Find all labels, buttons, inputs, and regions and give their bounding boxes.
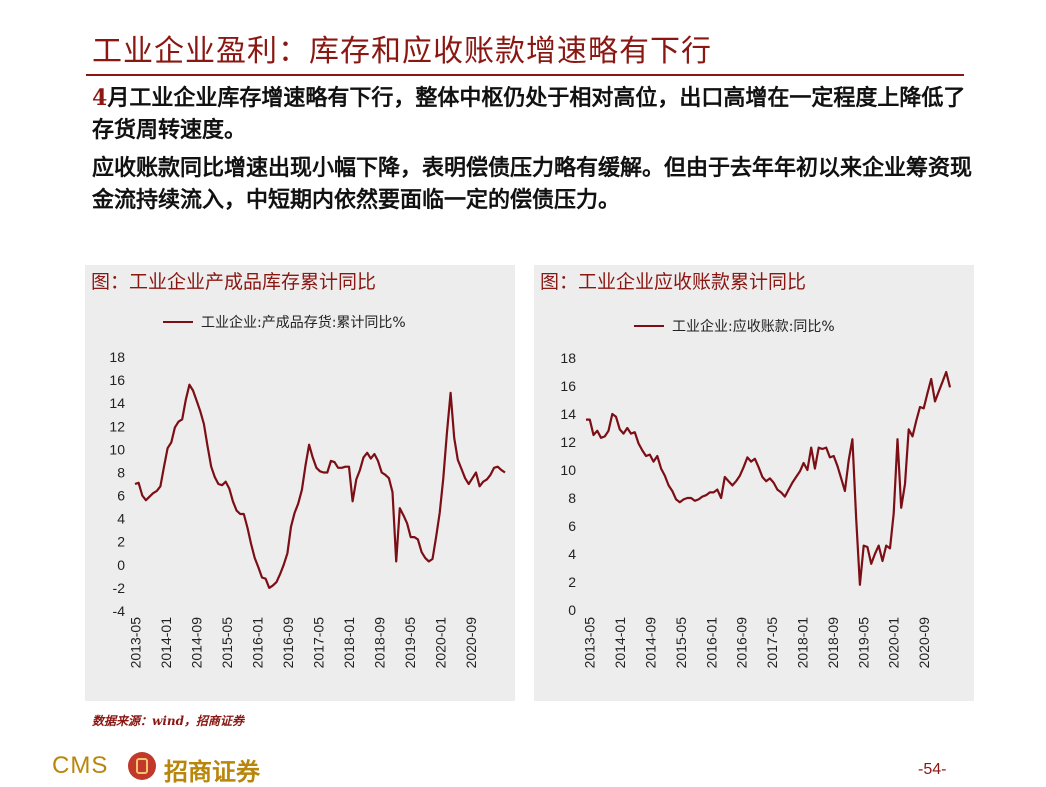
paragraph-inventory-text: 月工业企业库存增速略有下行，整体中枢仍处于相对高位，出口高增在一定程度上降低了存… — [92, 85, 966, 143]
y-tick-label: 4 — [117, 511, 125, 527]
x-tick-label: 2020-01 — [433, 617, 449, 669]
cms-logo-icon — [128, 752, 156, 780]
y-tick-label: 14 — [560, 406, 576, 422]
chart-panel-inventory: 图：工业企业产成品库存累计同比 工业企业:产成品存货:累计同比% 18 16 14 12… — [85, 265, 515, 701]
logo-latin-text: CMS — [52, 752, 109, 779]
x-tick-label: 2014-09 — [643, 617, 659, 669]
y-tick-label: 12 — [109, 418, 125, 434]
logo-chinese-text: 招商证券 — [164, 757, 260, 786]
title-divider — [86, 74, 964, 76]
x-tick-label: 2020-09 — [463, 617, 479, 669]
x-tick-label: 2014-01 — [158, 617, 174, 669]
x-tick-label: 2016-09 — [280, 617, 296, 669]
chart-inventory: 工业企业:产成品存货:累计同比% 18 16 14 12 10 8 6 4 2 0 -2 -42013-… — [109, 314, 506, 669]
y-tick-label: 4 — [568, 546, 576, 562]
x-tick-label: 2019-05 — [402, 617, 418, 669]
y-tick-label: 0 — [117, 557, 125, 573]
y-tick-label: 10 — [109, 441, 125, 457]
legend-label: 工业企业:产成品存货:累计同比% — [201, 314, 406, 331]
x-tick-label: 2018-01 — [795, 617, 811, 669]
paragraph-receivables: 应收账款同比增速出现小幅下降，表明偿债压力略有缓解。但由于去年年初以来企业筹资现… — [92, 155, 973, 213]
y-tick-label: 18 — [560, 350, 576, 366]
y-tick-label: 6 — [117, 488, 125, 504]
chart-title-receivables: 图：工业企业应收账款累计同比 — [540, 272, 807, 293]
x-tick-label: 2015-05 — [219, 617, 235, 669]
y-tick-label: -4 — [113, 603, 126, 619]
y-tick-label: 8 — [117, 464, 125, 480]
x-tick-label: 2020-09 — [916, 617, 932, 669]
x-tick-label: 2018-01 — [341, 617, 357, 669]
paragraph-inventory: 4月工业企业库存增速略有下行，整体中枢仍处于相对高位，出口高增在一定程度上降低了… — [92, 82, 972, 146]
x-tick-label: 2018-09 — [825, 617, 841, 669]
x-tick-label: 2019-05 — [855, 617, 871, 669]
x-tick-label: 2018-09 — [372, 617, 388, 669]
page-number: -54- — [918, 761, 947, 778]
page-title: 工业企业盈利：库存和应收账款增速略有下行 — [92, 34, 712, 69]
chart-receivables: 工业企业:应收账款:同比% 18 16 14 12 10 8 6 4 2 0 2013-05 2014-… — [560, 318, 952, 669]
y-tick-label: 0 — [568, 602, 576, 618]
x-tick-label: 2014-01 — [612, 617, 628, 669]
chart-panel-receivables: 图：工业企业应收账款累计同比 工业企业:应收账款:同比% 18 16 14 12 10 8 6… — [534, 265, 974, 701]
y-tick-label: 8 — [568, 490, 576, 506]
chart-title-inventory: 图：工业企业产成品库存累计同比 — [91, 272, 377, 293]
x-tick-label: 2016-01 — [250, 617, 266, 669]
x-tick-label: 2016-01 — [703, 617, 719, 669]
data-source-note: 数据来源：wind，招商证券 — [92, 714, 245, 728]
paragraph-inventory-lead: 4 — [92, 85, 108, 111]
x-tick-label: 2016-09 — [734, 617, 750, 669]
x-tick-label: 2015-05 — [673, 617, 689, 669]
y-tick-label: 14 — [109, 395, 125, 411]
y-tick-label: 2 — [568, 574, 576, 590]
x-tick-label: 2013-05 — [128, 617, 144, 669]
y-tick-label: 18 — [109, 349, 125, 365]
x-tick-label: 2014-09 — [189, 617, 205, 669]
y-tick-label: -2 — [113, 580, 126, 596]
legend-label: 工业企业:应收账款:同比% — [672, 318, 835, 335]
y-tick-label: 16 — [560, 378, 576, 394]
y-tick-label: 2 — [117, 534, 125, 550]
y-tick-label: 6 — [568, 518, 576, 534]
x-tick-label: 2013-05 — [582, 617, 598, 669]
y-tick-label: 16 — [109, 372, 125, 388]
series-line — [134, 383, 506, 589]
series-line — [586, 370, 952, 586]
y-tick-label: 10 — [560, 462, 576, 478]
x-tick-label: 2017-05 — [311, 617, 327, 669]
x-tick-label: 2017-05 — [764, 617, 780, 669]
x-tick-label: 2020-01 — [886, 617, 902, 669]
y-tick-label: 12 — [560, 434, 576, 450]
